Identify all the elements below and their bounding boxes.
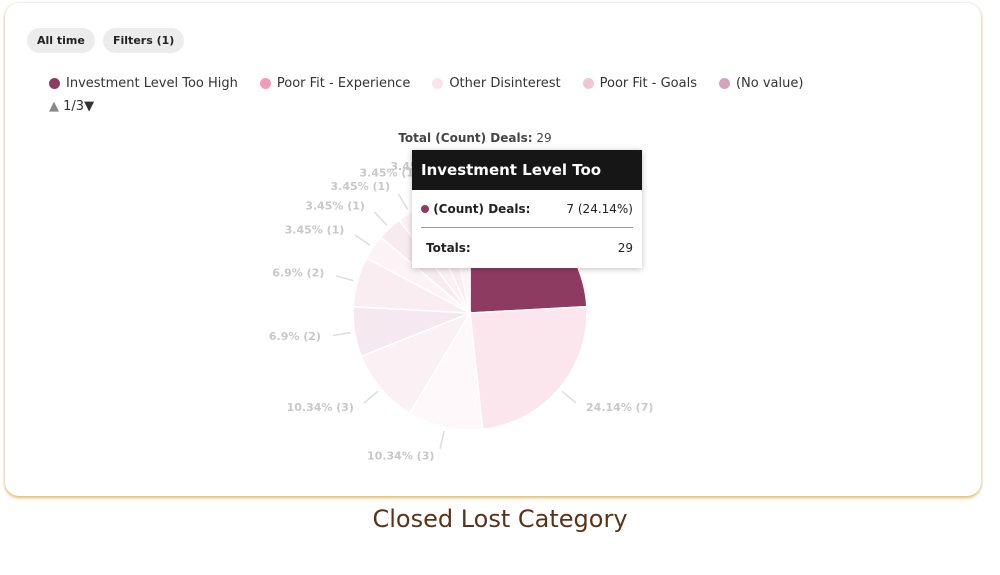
legend-label: (No value)	[735, 76, 804, 91]
tooltip-totals-label: Totals:	[426, 241, 471, 255]
leader-line	[332, 331, 351, 337]
leader-line	[373, 211, 388, 226]
legend-dot	[432, 78, 444, 89]
slice-label: 10.34% (3)	[367, 450, 434, 463]
leader-line	[439, 431, 445, 449]
pie-slice	[408, 310, 484, 431]
pager-text: 1/3	[63, 99, 85, 114]
legend-dot	[718, 78, 730, 89]
slice-label: 3.45% (1)	[359, 167, 419, 180]
legend-label: Investment Level Too High	[66, 76, 238, 91]
leader-line	[363, 390, 379, 404]
legend-item[interactable]: Poor Fit - Goals	[582, 76, 697, 91]
total-value: 29	[536, 131, 552, 145]
tooltip-series: (Count) Deals:	[421, 202, 530, 216]
legend-label: Other Disinterest	[449, 76, 561, 91]
card: All time Filters (1) Investment Level To…	[5, 3, 981, 496]
tooltip: Investment Level Too High (Count) Deals:…	[412, 150, 642, 268]
slice-label: 3.45% (1)	[305, 199, 365, 212]
slice-label: 3.45% (1)	[285, 224, 345, 237]
slice-label: 3.45% (1)	[331, 180, 391, 193]
legend-item[interactable]: (No value)	[718, 76, 804, 91]
legend: Investment Level Too High Poor Fit - Expe…	[49, 76, 803, 91]
legend-item[interactable]: Investment Level Too High	[49, 76, 238, 91]
pager: ▲ 1/3▼	[49, 99, 94, 114]
slice-label: 6.9% (2)	[269, 330, 321, 343]
slice-label: 24.14% (7)	[586, 401, 653, 414]
tooltip-divider	[421, 227, 633, 228]
total: Total (Count) Deals: 29	[5, 131, 945, 145]
tooltip-series-label: (Count) Deals:	[433, 202, 531, 216]
legend-dot	[582, 78, 594, 89]
pie-slice	[469, 305, 588, 431]
legend-item[interactable]: Other Disinterest	[432, 76, 561, 91]
leader-line	[354, 234, 371, 246]
pager-down[interactable]: ▼	[84, 99, 95, 114]
pie-slice	[360, 311, 472, 415]
leader-line	[561, 390, 577, 404]
legend-label: Poor Fit - Goals	[599, 76, 697, 91]
slice-label: 6.9% (2)	[272, 267, 324, 280]
slice-label: 10.34% (3)	[287, 401, 354, 414]
tooltip-totals-value: 29	[617, 241, 633, 255]
tooltip-value: 7 (24.14%)	[566, 202, 633, 216]
legend-dot	[259, 78, 271, 89]
legend-label: Poor Fit - Experience	[276, 76, 411, 91]
tooltip-title: Investment Level Too High	[412, 150, 642, 219]
legend-dot	[49, 78, 60, 89]
filters-button[interactable]: Filters (1)	[103, 28, 185, 53]
time-button[interactable]: All time	[27, 28, 95, 53]
legend-item[interactable]: Poor Fit - Experience	[259, 76, 411, 91]
leader-line	[335, 275, 354, 282]
leader-line	[397, 193, 409, 210]
total-label: Total (Count) Deals:	[398, 131, 533, 145]
caption: Closed Lost Category	[372, 505, 628, 533]
tooltip-dot	[421, 205, 429, 213]
pager-up[interactable]: ▲	[49, 99, 59, 114]
